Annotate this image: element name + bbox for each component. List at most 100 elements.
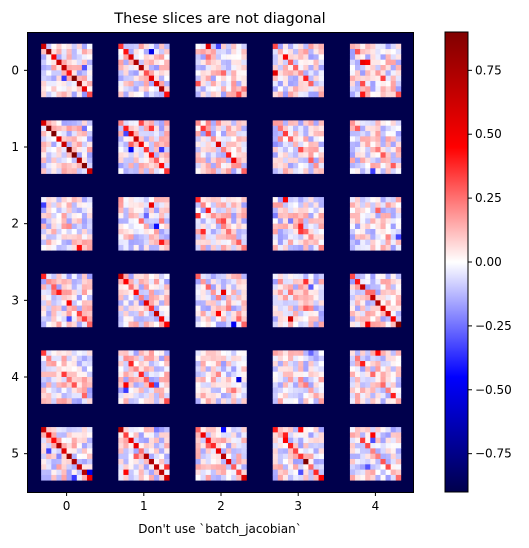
heatmap-cell bbox=[159, 91, 165, 98]
heatmap-cell bbox=[200, 448, 207, 454]
heatmap-cell bbox=[231, 366, 237, 372]
heatmap-cell bbox=[148, 120, 155, 127]
heatmap-cell bbox=[71, 202, 78, 208]
heatmap-cell bbox=[277, 86, 284, 92]
heatmap-cell bbox=[288, 392, 294, 399]
heatmap-cell bbox=[355, 43, 361, 50]
heatmap-cell bbox=[118, 75, 124, 82]
heatmap-cell bbox=[138, 300, 145, 306]
heatmap-cell bbox=[41, 300, 47, 306]
heatmap-cell bbox=[318, 49, 324, 55]
heatmap-cell bbox=[370, 91, 376, 98]
heatmap-cell bbox=[370, 392, 376, 399]
heatmap-cell bbox=[308, 437, 314, 444]
heatmap-cell bbox=[303, 239, 309, 246]
heatmap-cell bbox=[123, 273, 129, 280]
heatmap-cell bbox=[298, 91, 304, 98]
block-1-2 bbox=[195, 120, 247, 174]
heatmap-cell bbox=[385, 350, 391, 357]
heatmap-cell bbox=[205, 279, 212, 285]
heatmap-cell bbox=[138, 398, 145, 404]
heatmap-cell bbox=[61, 321, 67, 328]
heatmap-cell bbox=[308, 279, 314, 285]
heatmap-cell bbox=[236, 279, 242, 285]
heatmap-cell bbox=[215, 141, 222, 148]
heatmap-cell bbox=[365, 305, 371, 312]
heatmap-cell bbox=[221, 228, 227, 235]
heatmap-cell bbox=[221, 377, 227, 383]
heatmap-cell bbox=[226, 361, 232, 367]
heatmap-cell bbox=[118, 474, 124, 481]
heatmap-cell bbox=[71, 213, 78, 219]
heatmap-cell bbox=[210, 234, 217, 240]
heatmap-cell bbox=[159, 392, 165, 399]
heatmap-cell bbox=[118, 295, 124, 301]
heatmap-cell bbox=[375, 228, 381, 235]
heatmap-cell bbox=[56, 59, 62, 66]
block-4-3 bbox=[272, 350, 324, 404]
heatmap-cell bbox=[56, 316, 62, 322]
heatmap-cell bbox=[215, 49, 222, 55]
heatmap-cell bbox=[61, 218, 67, 224]
heatmap-cell bbox=[164, 168, 170, 174]
heatmap-cell bbox=[288, 474, 294, 481]
heatmap-cell bbox=[210, 377, 217, 383]
heatmap-cell bbox=[370, 125, 376, 132]
heatmap-cell bbox=[277, 239, 284, 246]
heatmap-cell bbox=[164, 70, 170, 76]
heatmap-cell bbox=[118, 207, 124, 214]
heatmap-cell bbox=[282, 453, 289, 460]
heatmap-cell bbox=[159, 234, 165, 240]
heatmap-cell bbox=[395, 387, 402, 394]
heatmap-cell bbox=[226, 289, 232, 296]
heatmap-cell bbox=[81, 382, 88, 388]
heatmap-cell bbox=[195, 316, 201, 322]
heatmap-cell bbox=[51, 157, 57, 164]
heatmap-cell bbox=[153, 49, 160, 55]
heatmap-cell bbox=[76, 218, 83, 224]
heatmap-cell bbox=[395, 223, 402, 230]
heatmap-cell bbox=[128, 295, 134, 301]
heatmap-cell bbox=[51, 469, 57, 476]
heatmap-cell bbox=[365, 131, 371, 137]
heatmap-cell bbox=[81, 392, 88, 399]
heatmap-cell bbox=[71, 228, 78, 235]
heatmap-cell bbox=[298, 387, 304, 394]
heatmap-cell bbox=[360, 91, 366, 98]
heatmap-cell bbox=[277, 464, 284, 470]
heatmap-cell bbox=[288, 398, 294, 404]
heatmap-cell bbox=[46, 136, 52, 142]
heatmap-cell bbox=[71, 59, 78, 66]
heatmap-cell bbox=[123, 432, 129, 438]
heatmap-cell bbox=[308, 321, 314, 328]
heatmap-cell bbox=[148, 392, 155, 399]
heatmap-cell bbox=[56, 86, 62, 92]
heatmap-cell bbox=[308, 65, 314, 71]
heatmap-cell bbox=[231, 284, 237, 290]
heatmap-cell bbox=[355, 361, 361, 367]
heatmap-cell bbox=[81, 202, 88, 208]
heatmap-cell bbox=[360, 382, 366, 388]
heatmap-cell bbox=[390, 366, 397, 372]
heatmap-cell bbox=[41, 310, 47, 317]
heatmap-cell bbox=[71, 279, 78, 285]
heatmap-cell bbox=[159, 305, 165, 312]
heatmap-cell bbox=[138, 387, 145, 394]
heatmap-cell bbox=[76, 147, 83, 153]
heatmap-cell bbox=[390, 131, 397, 137]
heatmap-cell bbox=[221, 86, 227, 92]
heatmap-cell bbox=[46, 289, 52, 296]
heatmap-cell bbox=[41, 136, 47, 142]
heatmap-cell bbox=[205, 350, 212, 357]
heatmap-cell bbox=[277, 91, 284, 98]
heatmap-cell bbox=[76, 54, 83, 60]
heatmap-cell bbox=[76, 377, 83, 383]
heatmap-cell bbox=[51, 366, 57, 372]
heatmap-cell bbox=[385, 75, 391, 82]
heatmap-cell bbox=[215, 361, 222, 367]
heatmap-cell bbox=[308, 207, 314, 214]
heatmap-cell bbox=[215, 321, 222, 328]
heatmap-cell bbox=[318, 437, 324, 444]
heatmap-cell bbox=[195, 162, 201, 169]
heatmap-cell bbox=[355, 377, 361, 383]
